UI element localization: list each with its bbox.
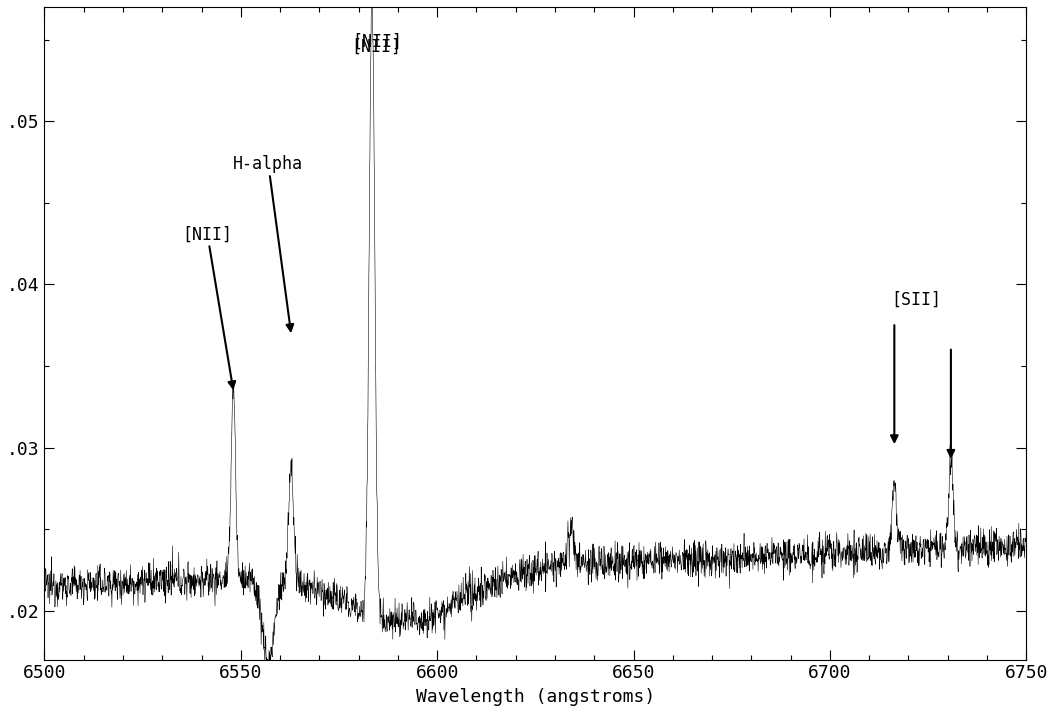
Text: [NII]: [NII] xyxy=(352,33,403,51)
Text: [SII]: [SII] xyxy=(891,291,941,309)
Text: H-alpha: H-alpha xyxy=(233,155,303,331)
Text: [NII]: [NII] xyxy=(350,10,401,56)
X-axis label: Wavelength (angstroms): Wavelength (angstroms) xyxy=(416,688,655,706)
Text: [NII]: [NII] xyxy=(183,225,235,388)
